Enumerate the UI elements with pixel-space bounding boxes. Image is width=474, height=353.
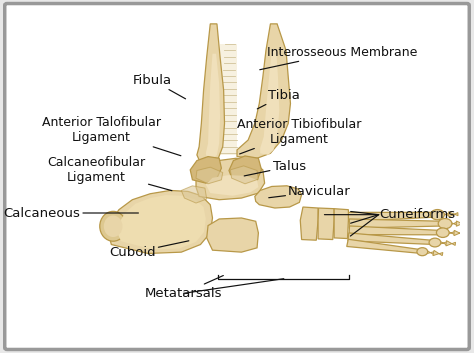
Text: Metatarsals: Metatarsals: [145, 276, 223, 300]
Polygon shape: [347, 239, 423, 253]
Polygon shape: [260, 50, 279, 155]
Polygon shape: [181, 186, 207, 203]
Polygon shape: [444, 230, 456, 236]
Ellipse shape: [104, 215, 122, 237]
Ellipse shape: [438, 219, 452, 229]
Polygon shape: [300, 207, 318, 240]
Text: Calcaneofibular
Ligament: Calcaneofibular Ligament: [47, 156, 172, 191]
Polygon shape: [206, 175, 258, 196]
Polygon shape: [349, 226, 443, 235]
Polygon shape: [447, 221, 457, 227]
Text: Talus: Talus: [244, 160, 306, 176]
Ellipse shape: [437, 228, 449, 238]
Polygon shape: [220, 44, 237, 155]
Polygon shape: [197, 24, 225, 162]
Polygon shape: [229, 156, 262, 183]
Polygon shape: [109, 190, 212, 253]
Polygon shape: [206, 54, 220, 159]
Ellipse shape: [100, 211, 127, 241]
Text: Cuboid: Cuboid: [109, 241, 189, 259]
Polygon shape: [334, 209, 348, 239]
Text: Calcaneous: Calcaneous: [3, 207, 138, 220]
Polygon shape: [436, 240, 447, 246]
Polygon shape: [438, 212, 450, 217]
Polygon shape: [348, 213, 438, 222]
Polygon shape: [118, 195, 206, 250]
Text: Tibia: Tibia: [257, 89, 300, 109]
Polygon shape: [349, 219, 445, 228]
Text: Anterior Talofibular
Ligament: Anterior Talofibular Ligament: [42, 116, 181, 156]
Ellipse shape: [417, 248, 428, 256]
Ellipse shape: [430, 210, 444, 220]
Polygon shape: [446, 241, 456, 246]
Polygon shape: [348, 233, 435, 245]
Text: Cuneiforms: Cuneiforms: [324, 208, 456, 221]
Text: Fibula: Fibula: [133, 74, 185, 99]
Text: Navicular: Navicular: [269, 185, 351, 198]
Text: Anterior Tibiofibular
Ligament: Anterior Tibiofibular Ligament: [237, 118, 362, 154]
Text: Interosseous Membrane: Interosseous Membrane: [260, 46, 417, 70]
Polygon shape: [230, 166, 258, 184]
Polygon shape: [196, 167, 223, 184]
Polygon shape: [207, 218, 258, 252]
Polygon shape: [190, 157, 221, 183]
Polygon shape: [255, 186, 301, 208]
Polygon shape: [448, 212, 458, 217]
Ellipse shape: [429, 238, 441, 247]
Polygon shape: [454, 230, 464, 236]
Polygon shape: [318, 208, 334, 240]
Polygon shape: [237, 24, 291, 158]
Polygon shape: [423, 249, 435, 255]
Polygon shape: [196, 158, 264, 200]
Polygon shape: [456, 221, 465, 226]
Polygon shape: [433, 250, 443, 256]
